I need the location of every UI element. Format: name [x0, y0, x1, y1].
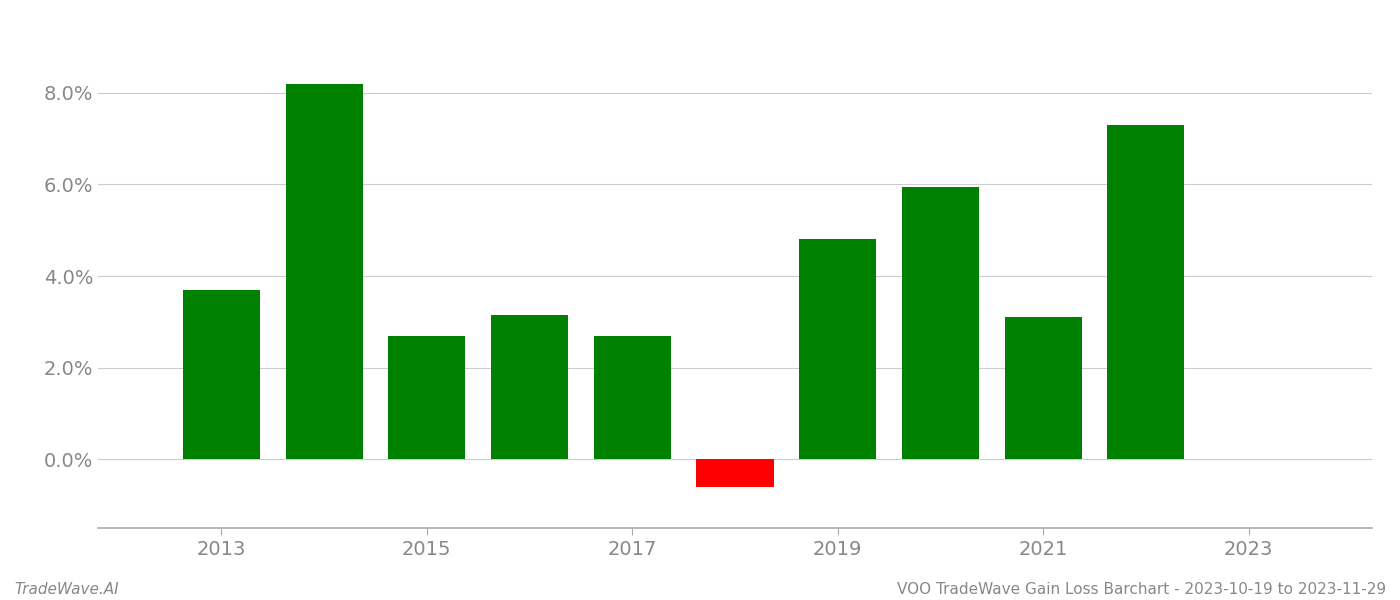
Bar: [491, 315, 568, 459]
Bar: [594, 335, 671, 459]
Bar: [286, 83, 363, 459]
Text: TradeWave.AI: TradeWave.AI: [14, 582, 119, 597]
Bar: [1005, 317, 1082, 459]
Bar: [696, 459, 774, 487]
Text: VOO TradeWave Gain Loss Barchart - 2023-10-19 to 2023-11-29: VOO TradeWave Gain Loss Barchart - 2023-…: [897, 582, 1386, 597]
Bar: [902, 187, 979, 459]
Bar: [1107, 125, 1184, 459]
Bar: [183, 290, 260, 459]
Bar: [799, 239, 876, 459]
Bar: [388, 335, 465, 459]
